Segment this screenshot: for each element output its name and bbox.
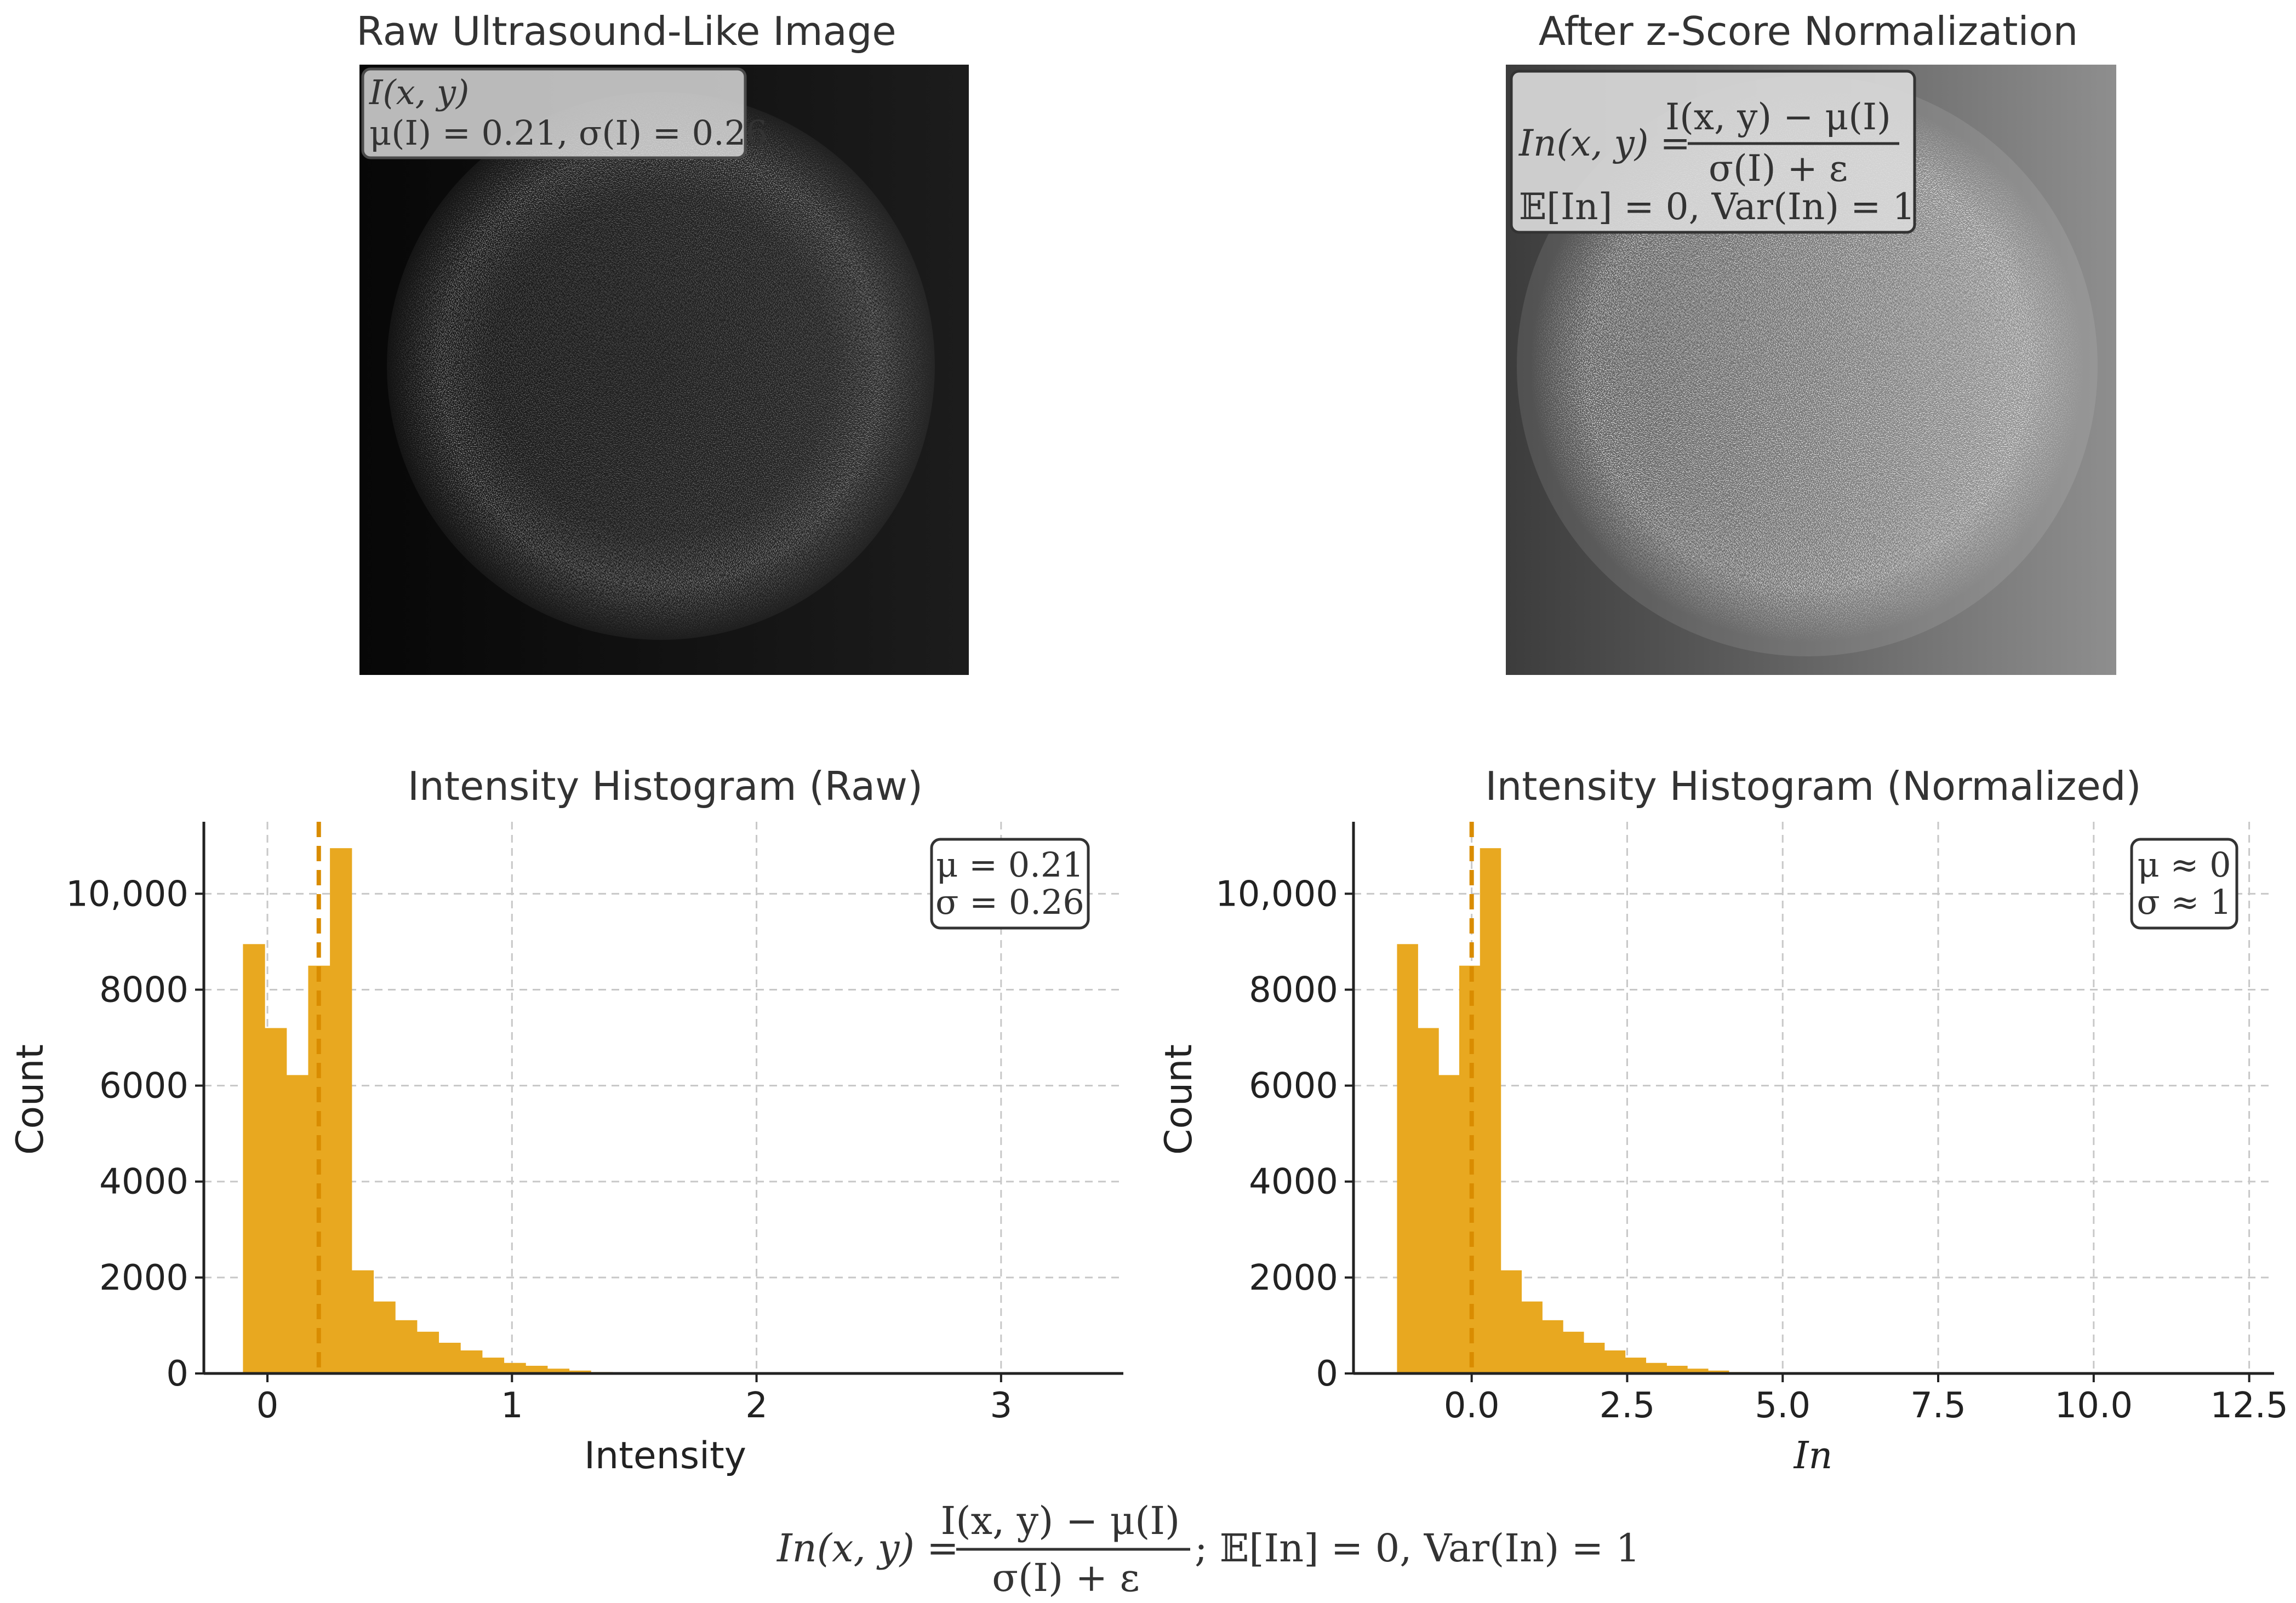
raw-histogram-bar-1 — [265, 1028, 287, 1373]
raw-xtick-label-3: 3 — [990, 1386, 1013, 1426]
raw-histogram-bar-12 — [504, 1362, 526, 1373]
footer-lhs: In(x, y) = — [776, 1526, 959, 1571]
normalized-histogram-bars — [1397, 848, 1771, 1373]
normalized-annotation-denominator: σ(I) + ε — [1709, 147, 1848, 190]
raw-histogram-bar-4 — [330, 848, 352, 1373]
raw-ytick-label-4: 8000 — [99, 970, 189, 1010]
normalized-histogram-bar-15 — [1707, 1370, 1729, 1373]
raw-legend-sigma: σ = 0.26 — [935, 882, 1084, 922]
raw-histogram-bar-5 — [351, 1270, 374, 1373]
normalized-histogram-bar-11 — [1625, 1358, 1647, 1373]
raw-histogram-bars — [243, 848, 635, 1373]
normalized-histogram-title: Intensity Histogram (Normalized) — [1485, 763, 2141, 809]
normalized-histogram-bar-12 — [1646, 1362, 1667, 1373]
raw-ytick-label-2: 4000 — [99, 1162, 189, 1203]
normalized-histogram-bar-4 — [1480, 848, 1501, 1373]
raw-annotation-line1: I(x, y) — [369, 72, 469, 112]
normalized-annotation-box: In(x, y) = I(x, y) − μ(I) σ(I) + ε 𝔼[In]… — [1510, 70, 1916, 234]
raw-histogram-bar-14 — [547, 1369, 570, 1373]
raw-histogram-legend: μ = 0.21 σ = 0.26 — [930, 838, 1090, 930]
footer-denominator: σ(I) + ε — [992, 1555, 1139, 1600]
normalized-annotation-line2: 𝔼[In] = 0, Var(In) = 1 — [1519, 186, 1915, 228]
raw-histogram-panel: Intensity Histogram (Raw) 0 1 2 3 0 2000 4000… — [9, 763, 1123, 1478]
raw-image-panel: Raw Ultrasound-Like Image I(x, y) μ(I) =… — [356, 8, 969, 675]
normalized-annotation-numerator: I(x, y) − μ(I) — [1665, 96, 1891, 138]
normalized-histogram-bar-0 — [1397, 944, 1418, 1373]
raw-histogram-bar-15 — [569, 1370, 591, 1373]
raw-xtick-label-1: 1 — [501, 1386, 523, 1426]
raw-histogram-bar-2 — [286, 1075, 309, 1373]
raw-histogram-bar-6 — [373, 1301, 396, 1373]
raw-ytick-label-3: 6000 — [99, 1066, 189, 1107]
raw-histogram-bar-9 — [438, 1342, 461, 1373]
raw-histogram-bar-7 — [395, 1320, 418, 1373]
normalized-histogram-bar-9 — [1583, 1342, 1605, 1373]
normalized-histogram-xlabel: In — [1793, 1434, 1833, 1478]
raw-histogram-yticks: 0 2000 4000 6000 8000 10,000 — [66, 874, 204, 1394]
normalized-histogram-ylabel: Count — [1157, 1044, 1201, 1155]
raw-legend-mu: μ = 0.21 — [936, 845, 1084, 885]
raw-histogram-bar-11 — [482, 1358, 505, 1373]
normalized-ytick-label-5: 10,000 — [1215, 874, 1338, 914]
normalized-xtick-label-5: 12.5 — [2210, 1386, 2288, 1426]
normalized-ytick-label-3: 6000 — [1249, 1066, 1338, 1107]
raw-ytick-label-5: 10,000 — [66, 874, 189, 914]
normalized-legend-sigma: σ ≈ 1 — [2137, 882, 2231, 922]
normalized-xtick-label-0: 0.0 — [1444, 1386, 1500, 1426]
raw-histogram-xlabel: Intensity — [584, 1434, 746, 1478]
footer-numerator: I(x, y) − μ(I) — [941, 1498, 1180, 1543]
raw-histogram-axes — [202, 822, 1123, 1375]
normalized-legend-mu: μ ≈ 0 — [2137, 845, 2231, 885]
normalized-histogram-bar-1 — [1418, 1028, 1439, 1373]
normalized-histogram-bar-8 — [1563, 1331, 1584, 1373]
footer-rhs: ; 𝔼[In] = 0, Var(In) = 1 — [1195, 1526, 1640, 1571]
normalized-histogram-bar-10 — [1604, 1350, 1626, 1373]
normalized-annotation-lhs: In(x, y) = — [1518, 122, 1690, 164]
normalized-histogram-legend: μ ≈ 0 σ ≈ 1 — [2130, 838, 2238, 930]
raw-histogram-bar-10 — [460, 1350, 483, 1373]
raw-histogram-bar-13 — [526, 1365, 548, 1373]
normalized-histogram-panel: Intensity Histogram (Normalized) 0.0 2.5 5… — [1157, 763, 2288, 1478]
normalized-histogram-axes — [1352, 822, 2274, 1375]
normalized-image-panel: After z-Score Normalization In(x, y) = I… — [1506, 8, 2116, 675]
normalized-xtick-label-1: 2.5 — [1600, 1386, 1655, 1426]
raw-histogram-xticks: 0 1 2 3 — [256, 1373, 1013, 1426]
raw-ytick-label-1: 2000 — [99, 1258, 189, 1298]
normalized-histogram-xticks: 0.0 2.5 5.0 7.5 10.0 12.5 — [1444, 1373, 2288, 1426]
raw-annotation-line2: μ(I) = 0.21, σ(I) = 0.26 — [369, 113, 768, 153]
normalized-histogram-bar-14 — [1687, 1369, 1709, 1373]
raw-histogram-bar-8 — [416, 1331, 439, 1373]
normalized-histogram-bar-13 — [1666, 1365, 1688, 1373]
raw-ytick-label-0: 0 — [166, 1354, 189, 1394]
normalized-xtick-label-4: 10.0 — [2055, 1386, 2133, 1426]
raw-histogram-ylabel: Count — [9, 1044, 52, 1155]
footer-formula: In(x, y) = I(x, y) − μ(I) σ(I) + ε ; 𝔼[I… — [776, 1498, 1640, 1600]
normalized-ytick-label-1: 2000 — [1249, 1258, 1338, 1298]
normalized-ytick-label-0: 0 — [1316, 1354, 1338, 1394]
raw-xtick-label-2: 2 — [745, 1386, 768, 1426]
normalized-histogram-bar-7 — [1542, 1320, 1563, 1373]
normalized-histogram-bar-5 — [1500, 1270, 1522, 1373]
raw-xtick-label-0: 0 — [256, 1386, 279, 1426]
raw-annotation-box: I(x, y) μ(I) = 0.21, σ(I) = 0.26 — [361, 67, 768, 159]
normalized-image-title: After z-Score Normalization — [1539, 8, 2078, 54]
normalized-ytick-label-4: 8000 — [1249, 970, 1338, 1010]
raw-image-title: Raw Ultrasound-Like Image — [356, 8, 896, 54]
raw-histogram-title: Intensity Histogram (Raw) — [408, 763, 923, 809]
raw-speckle-disk — [387, 92, 935, 640]
normalized-histogram-bar-6 — [1521, 1301, 1543, 1373]
normalized-ytick-label-2: 4000 — [1249, 1162, 1338, 1203]
normalized-xtick-label-3: 7.5 — [1910, 1386, 1966, 1426]
raw-histogram-bar-0 — [243, 944, 265, 1373]
normalized-xtick-label-2: 5.0 — [1755, 1386, 1810, 1426]
normalized-histogram-yticks: 0 2000 4000 6000 8000 10,000 — [1215, 874, 1353, 1394]
normalized-histogram-grid — [1353, 822, 2274, 1373]
normalized-histogram-bar-2 — [1438, 1075, 1460, 1373]
